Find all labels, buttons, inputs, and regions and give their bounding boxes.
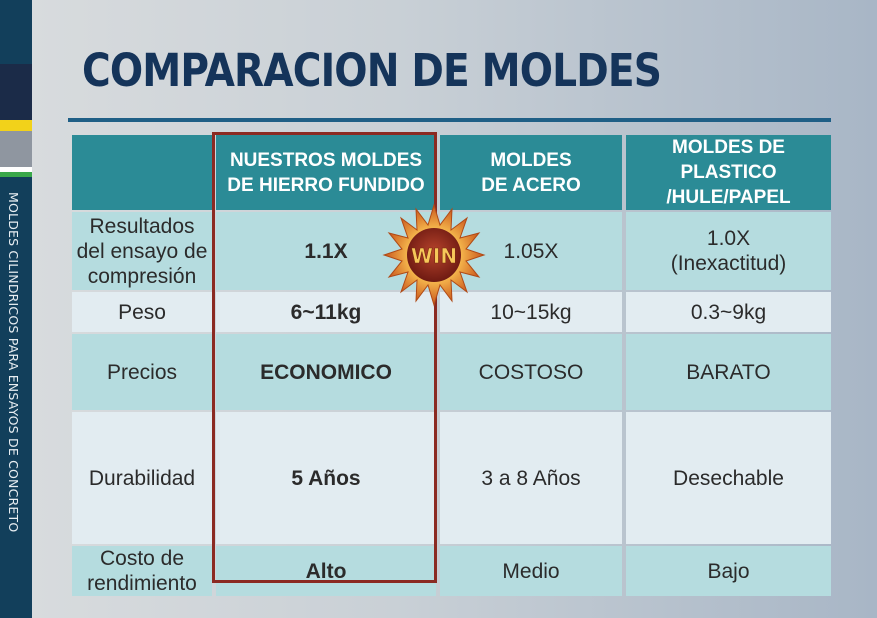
sidebar-stripe-white [0, 167, 32, 172]
cell-plastic: BARATO [626, 334, 831, 410]
cell-ours: ECONOMICO [216, 334, 436, 410]
header-cell-steel: MOLDES DE ACERO [440, 135, 622, 210]
sidebar-stripe-green [0, 172, 32, 177]
cell-ours: Alto [216, 546, 436, 596]
header-cell-ours: NUESTROS MOLDES DE HIERRO FUNDIDO [216, 135, 436, 210]
cell-steel: Medio [440, 546, 622, 596]
sidebar-accent-yellow [0, 120, 32, 131]
row-label: Durabilidad [72, 412, 212, 544]
sidebar-accent-navy [0, 64, 32, 120]
win-badge-icon: WIN [382, 203, 486, 307]
sidebar: MOLDES CILINDRICOS PARA ENSAYOS DE CONCR… [0, 0, 32, 618]
sidebar-accent-grey [0, 131, 32, 167]
badge-core [407, 228, 461, 282]
cell-plastic: Desechable [626, 412, 831, 544]
cell-plastic: 1.0X (Inexactitud) [626, 212, 831, 290]
cell-ours: 6~11kg [216, 292, 436, 332]
cell-plastic: Bajo [626, 546, 831, 596]
comparison-table: NUESTROS MOLDES DE HIERRO FUNDIDO MOLDES D… [68, 133, 835, 598]
row-label: Peso [72, 292, 212, 332]
page-title: COMPARACION DE MOLDES [82, 44, 662, 97]
row-label: Resultados del ensayo de compresión [72, 212, 212, 290]
row-label: Costo de rendimiento [72, 546, 212, 596]
badge-text: WIN [411, 244, 457, 268]
header-cell-plastic: MOLDES DE PLASTICO/HULE/PAPEL [626, 135, 831, 210]
cell-steel: COSTOSO [440, 334, 622, 410]
row-label: Precios [72, 334, 212, 410]
cell-steel: 3 a 8 Años [440, 412, 622, 544]
table-header-row: NUESTROS MOLDES DE HIERRO FUNDIDO MOLDES D… [72, 135, 831, 210]
table-row: Costo de rendimiento Alto Medio Bajo [72, 546, 831, 596]
highlight-frame [212, 132, 437, 583]
cell-steel: 10~15kg [440, 292, 622, 332]
title-divider [68, 118, 831, 122]
header-cell-empty [72, 135, 212, 210]
cell-plastic: 0.3~9kg [626, 292, 831, 332]
table-row: Precios ECONOMICO COSTOSO BARATO [72, 334, 831, 410]
table-row: Peso 6~11kg 10~15kg 0.3~9kg [72, 292, 831, 332]
sidebar-vertical-text: MOLDES CILINDRICOS PARA ENSAYOS DE CONCR… [6, 192, 21, 533]
table-row: Resultados del ensayo de compresión 1.1X 1… [72, 212, 831, 290]
table-row: Durabilidad 5 Años 3 a 8 Años Desechable [72, 412, 831, 544]
cell-ours: 5 Años [216, 412, 436, 544]
